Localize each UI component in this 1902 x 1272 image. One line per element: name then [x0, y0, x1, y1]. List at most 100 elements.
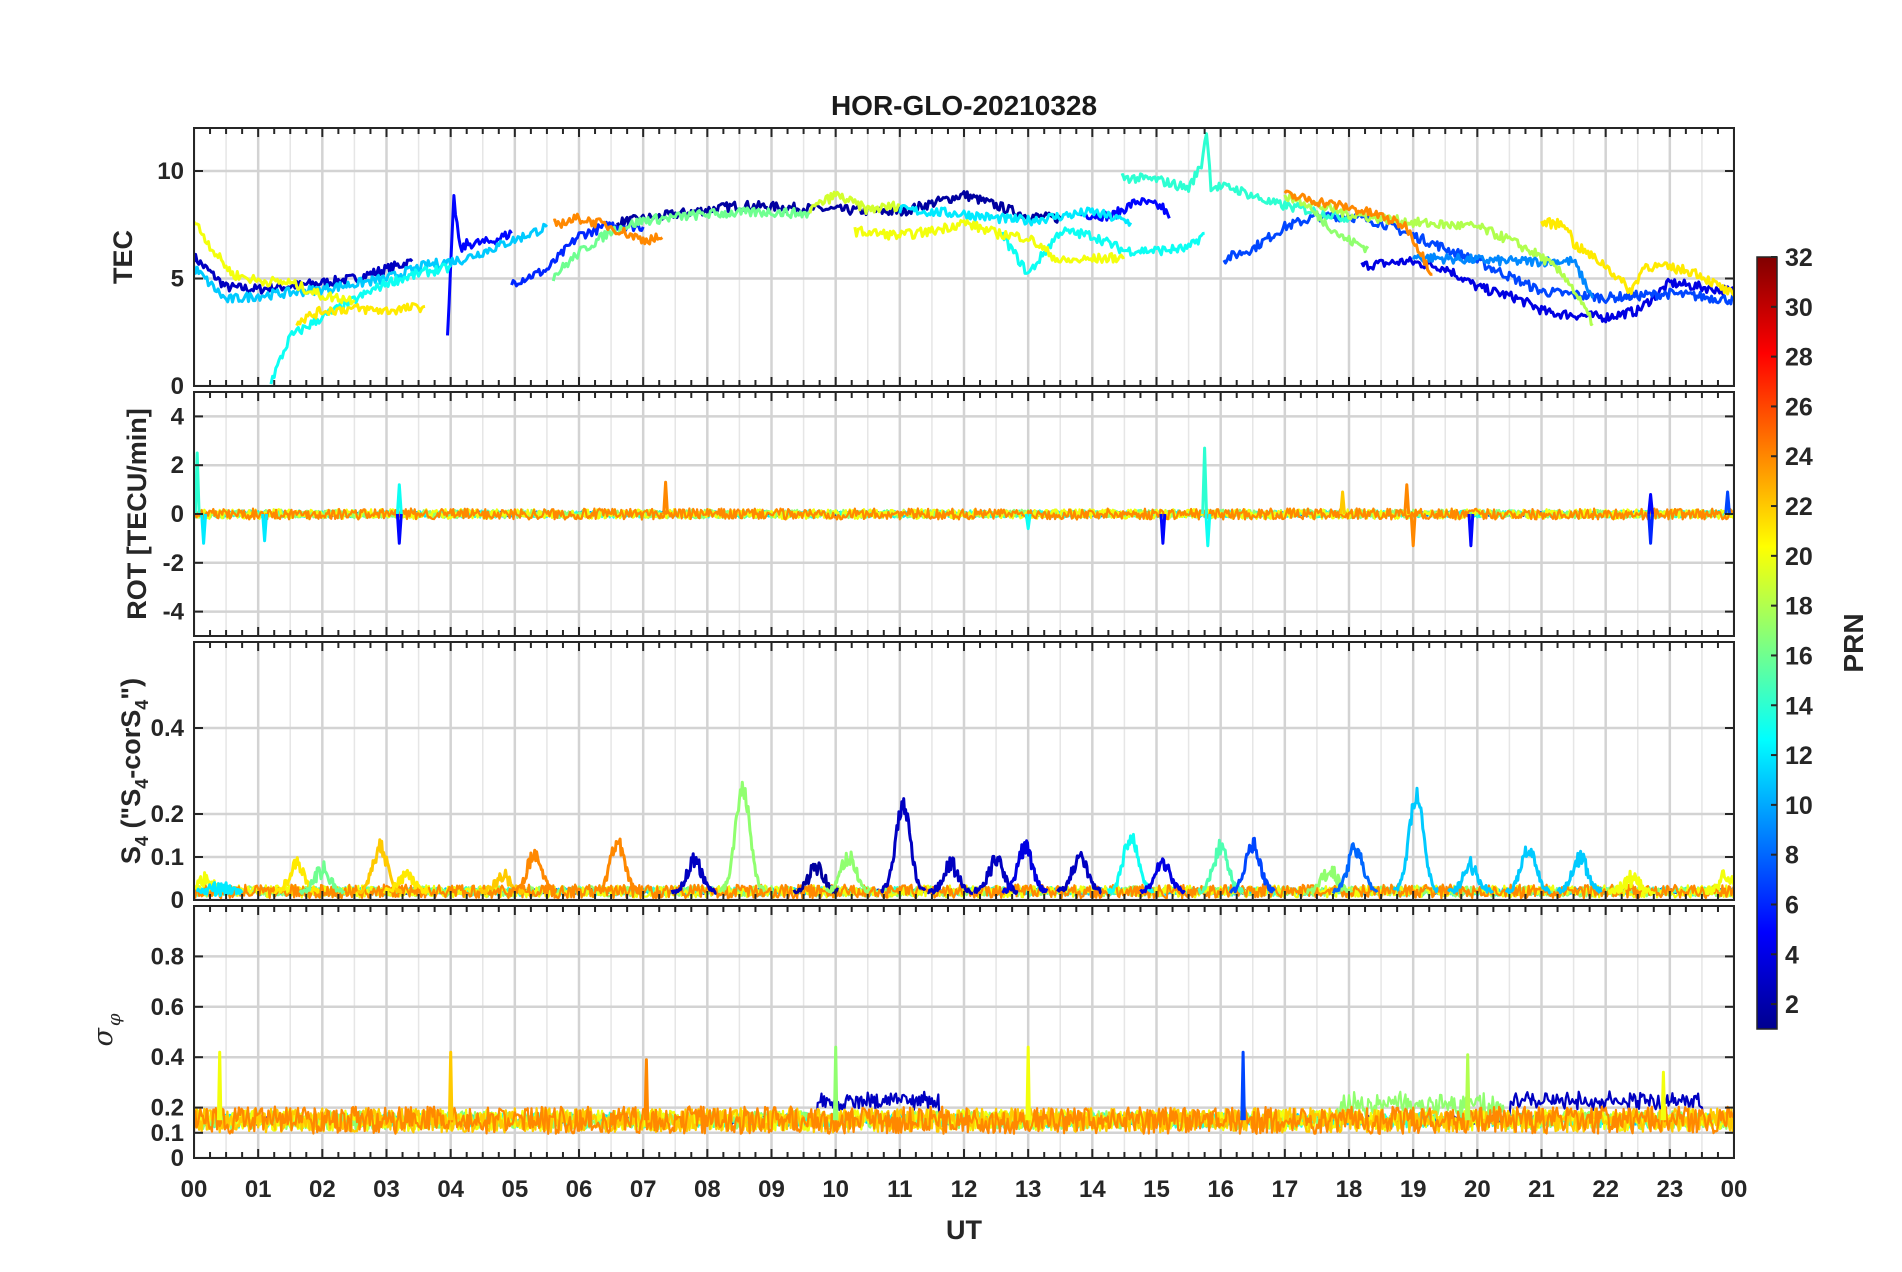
tec-series-prn-17-14	[1309, 206, 1370, 254]
s4-bump-10	[718, 780, 766, 893]
s4-ylabel: S4 ("S4-corS4")	[116, 678, 152, 864]
rot-spike-14	[1647, 493, 1654, 515]
x-tick-label: 05	[501, 1176, 528, 1203]
colorbar-label: PRN	[1838, 613, 1869, 672]
sigma-phi-spike-5	[1240, 1050, 1246, 1121]
s4-bump-28	[1607, 869, 1655, 896]
x-tick-label: 12	[951, 1176, 978, 1203]
s4-ytick-label: 0	[171, 887, 184, 914]
colorbar-gradient	[1756, 256, 1778, 1030]
sigma_phi-ytick-label: 0	[171, 1145, 184, 1172]
s4-grid	[194, 642, 1734, 900]
x-tick-label: 20	[1464, 1176, 1491, 1203]
sigma-phi-spike-7	[1660, 1070, 1667, 1121]
tec-series-prn-14-12	[1120, 132, 1351, 223]
colorbar-tick-label: 32	[1785, 244, 1813, 272]
tec-series-prn-20-17	[194, 220, 356, 306]
s4-bump-12	[824, 850, 871, 894]
sigma-phi-spike-0	[216, 1050, 223, 1121]
s4-ytick-label: 0.4	[151, 715, 185, 742]
x-tick-label: 00	[1721, 1176, 1748, 1203]
x-tick-label: 01	[245, 1176, 272, 1203]
x-axis-label: UT	[946, 1215, 982, 1245]
rot-ylabel: ROT [TECU/min]	[122, 408, 152, 619]
rot-spike-12	[1409, 513, 1417, 548]
s4-bump-23	[1331, 842, 1379, 895]
tec-ytick-label: 5	[171, 266, 184, 293]
rot-spike-6	[1024, 513, 1032, 531]
rot-ytick-label: -4	[163, 599, 185, 626]
s4-panel	[194, 642, 1734, 900]
s4-ytick-label: 0.1	[151, 844, 184, 871]
rot-spike-0	[194, 451, 201, 515]
tec-series-prn-24-21	[553, 212, 664, 246]
colorbar-tick-label: 24	[1785, 443, 1813, 471]
colorbar-tick-label: 20	[1785, 543, 1813, 571]
x-tick-label: 18	[1336, 1176, 1363, 1203]
axes-frames	[193, 127, 1735, 1159]
colorbar-tick-label: 16	[1785, 642, 1813, 670]
colorbar-tick-label: 26	[1785, 393, 1813, 421]
s4-bump-8	[593, 837, 641, 893]
rot-ytick-label: -2	[163, 550, 184, 577]
x-tick-label: 08	[694, 1176, 721, 1203]
tec-series-prn-13-10	[269, 262, 452, 385]
tec-series-prn-5-6	[446, 194, 513, 336]
s4-bump-24	[1392, 786, 1439, 894]
tec-series-prn-21-20	[1540, 217, 1734, 297]
colorbar-tick-label: 4	[1785, 941, 1799, 969]
tec-series-prn-11-8	[194, 222, 549, 304]
tec-series-prn-12-9	[898, 204, 1133, 227]
rot-spike-9	[1204, 513, 1212, 548]
tec-panel	[194, 128, 1734, 386]
rot-ytick-label: 2	[171, 452, 184, 479]
colorbar-tick-label: 12	[1785, 742, 1813, 770]
x-tick-label: 06	[566, 1176, 593, 1203]
x-tick-label: 15	[1143, 1176, 1170, 1203]
tec-series-prn-20-19	[853, 219, 1126, 264]
sigma-phi-panel	[194, 906, 1734, 1158]
rot-spike-10	[1339, 490, 1346, 515]
s4-bump-2	[273, 856, 320, 895]
x-tick-label: 22	[1592, 1176, 1619, 1203]
rot-panel	[194, 392, 1734, 636]
colorbar-tick-label: 8	[1785, 842, 1799, 870]
tec-series-prn-24-22	[1283, 189, 1433, 276]
s4-bump-16	[1001, 839, 1049, 894]
colorbar-tick-label: 6	[1785, 891, 1799, 919]
s4-bump-7	[510, 848, 558, 894]
sigma-phi-spike-3	[832, 1045, 839, 1121]
sigma_phi-ytick-label: 0.1	[151, 1120, 184, 1147]
s4-bump-21	[1229, 836, 1276, 894]
rot-spike-15	[1647, 513, 1654, 545]
s4-ytick-label: 0.2	[151, 801, 184, 828]
tec-series-prn-16-13	[551, 206, 811, 282]
x-tick-label: 03	[373, 1176, 400, 1203]
x-tick-label: 00	[181, 1176, 208, 1203]
tec-series-prn-21-18	[295, 302, 426, 327]
tec-series-prn-5-2	[1078, 197, 1171, 222]
colorbar-tick-label: 22	[1785, 493, 1813, 521]
s4-bump-17	[1056, 850, 1102, 895]
rot-spike-16	[1724, 490, 1731, 515]
tec-ylabel: TEC	[108, 230, 138, 284]
sigma-phi-ylabel: σφ	[88, 1013, 125, 1046]
x-tick-labels: 00 01 02 03 04 05 06 07 08 09 10 11 12 13 14 15 16 17 18 19…	[181, 1176, 1748, 1203]
s4-bump-6	[478, 868, 526, 895]
rot-spike-13	[1467, 513, 1475, 548]
s4-bump-14	[927, 856, 974, 895]
x-tick-label: 02	[309, 1176, 336, 1203]
sigma_phi-ytick-label: 0.2	[151, 1095, 184, 1122]
sigma_phi-ytick-label: 0.4	[151, 1044, 185, 1071]
rot-spike-2	[261, 513, 268, 543]
sigma-phi-spike-2	[643, 1058, 650, 1121]
s4-bump-3	[298, 860, 346, 895]
colorbar-tick-label: 2	[1785, 991, 1799, 1019]
x-tick-label: 04	[437, 1176, 464, 1203]
sigma_phi-ytick-label: 0.6	[151, 994, 184, 1021]
sigma-phi-spike-6	[1464, 1053, 1471, 1121]
s4-bump-29	[1704, 869, 1734, 895]
rot-spike-7	[1159, 513, 1167, 545]
rot-spike-3	[395, 483, 403, 515]
